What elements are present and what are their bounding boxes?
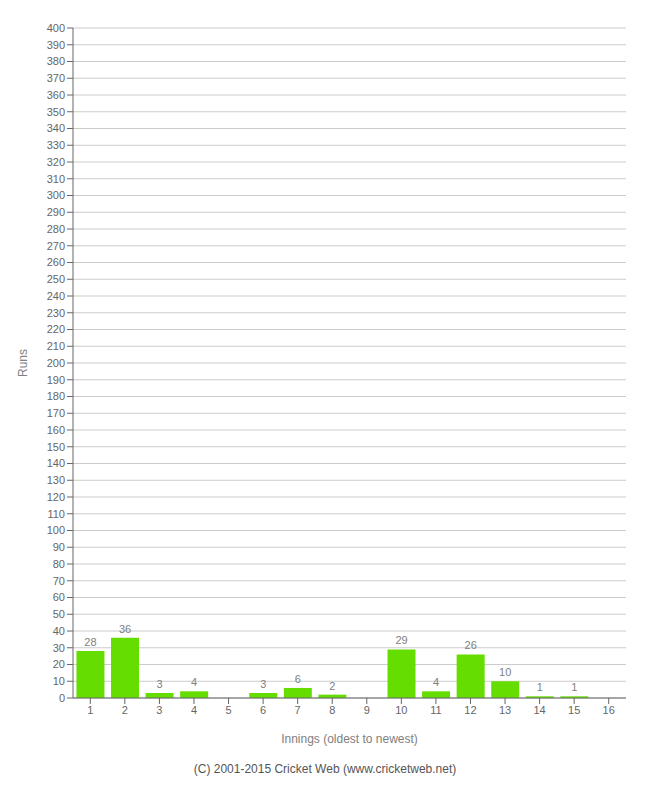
svg-text:10: 10 [499,666,511,678]
svg-text:4: 4 [191,676,197,688]
svg-text:8: 8 [329,704,335,716]
svg-text:80: 80 [53,558,65,570]
svg-text:20: 20 [53,658,65,670]
svg-text:330: 330 [47,139,65,151]
svg-text:36: 36 [119,623,131,635]
svg-text:1: 1 [537,681,543,693]
svg-text:240: 240 [47,290,65,302]
svg-text:0: 0 [59,692,65,704]
svg-text:100: 100 [47,524,65,536]
svg-text:6: 6 [260,704,266,716]
svg-text:2: 2 [122,704,128,716]
svg-text:90: 90 [53,541,65,553]
svg-text:200: 200 [47,357,65,369]
svg-text:40: 40 [53,625,65,637]
svg-text:10: 10 [395,704,407,716]
svg-text:70: 70 [53,575,65,587]
svg-text:Innings (oldest to newest): Innings (oldest to newest) [281,732,418,746]
svg-text:10: 10 [53,675,65,687]
svg-text:4: 4 [191,704,197,716]
svg-text:3: 3 [156,704,162,716]
svg-text:170: 170 [47,407,65,419]
svg-text:250: 250 [47,273,65,285]
svg-text:3: 3 [260,678,266,690]
svg-text:2: 2 [329,680,335,692]
svg-text:340: 340 [47,122,65,134]
svg-text:320: 320 [47,156,65,168]
svg-text:16: 16 [603,704,615,716]
svg-text:390: 390 [47,39,65,51]
svg-text:5: 5 [225,704,231,716]
svg-text:12: 12 [464,704,476,716]
svg-text:1: 1 [571,681,577,693]
svg-text:300: 300 [47,189,65,201]
svg-text:360: 360 [47,89,65,101]
svg-text:260: 260 [47,256,65,268]
svg-text:30: 30 [53,642,65,654]
svg-text:380: 380 [47,55,65,67]
svg-text:160: 160 [47,424,65,436]
svg-text:11: 11 [430,704,441,716]
svg-text:270: 270 [47,240,65,252]
html-text:(C) 2001-2015 Cricket Web (www: (C) 2001-2015 Cricket Web (www.cricketwe… [193,762,457,776]
svg-text:280: 280 [47,223,65,235]
svg-text:28: 28 [84,636,96,648]
svg-text:15: 15 [568,704,580,716]
svg-text:4: 4 [433,676,439,688]
svg-text:230: 230 [47,307,65,319]
svg-text:1: 1 [87,704,93,716]
svg-text:14: 14 [533,704,545,716]
svg-text:370: 370 [47,72,65,84]
svg-text:180: 180 [47,390,65,402]
svg-text:310: 310 [47,173,65,185]
svg-text:400: 400 [47,22,65,34]
svg-text:9: 9 [364,704,370,716]
svg-text:6: 6 [295,673,301,685]
svg-text:190: 190 [47,374,65,386]
svg-text:120: 120 [47,491,65,503]
svg-text:210: 210 [47,340,65,352]
svg-text:13: 13 [499,704,511,716]
svg-text:290: 290 [47,206,65,218]
svg-text:Runs: Runs [16,349,30,377]
svg-text:130: 130 [47,474,65,486]
svg-text:350: 350 [47,106,65,118]
svg-text:140: 140 [47,457,65,469]
svg-text:29: 29 [395,634,407,646]
svg-text:150: 150 [47,441,65,453]
svg-text:110: 110 [47,508,65,520]
svg-text:7: 7 [295,704,301,716]
svg-text:3: 3 [157,678,163,690]
svg-text:50: 50 [53,608,65,620]
svg-text:26: 26 [465,639,477,651]
svg-text:60: 60 [53,591,65,603]
svg-text:220: 220 [47,323,65,335]
